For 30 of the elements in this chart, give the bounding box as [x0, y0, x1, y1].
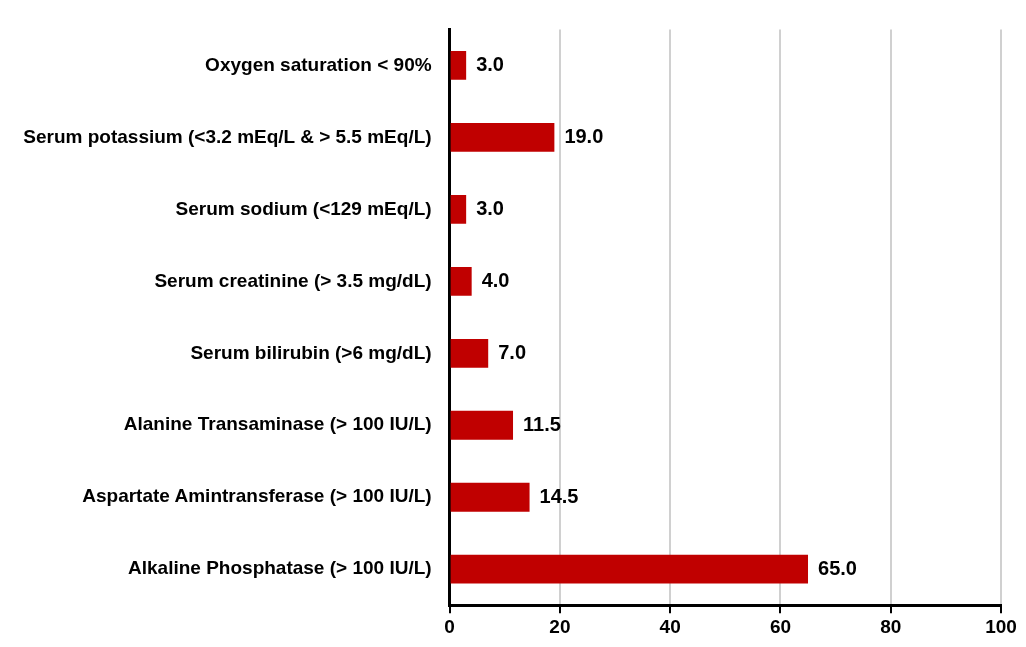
x-tick-label: 40 — [659, 615, 681, 637]
x-tick-label: 0 — [444, 615, 455, 637]
bar — [450, 122, 555, 152]
bar — [450, 554, 809, 584]
x-tick-label: 20 — [549, 615, 571, 637]
bar — [450, 410, 514, 440]
y-tick-label: Serum potassium (<3.2 mEq/L & > 5.5 mEq/L) — [23, 125, 432, 147]
bar — [450, 194, 467, 224]
y-tick-label: Serum sodium (<129 mEq/L) — [175, 197, 432, 219]
data-label: 19.0 — [564, 124, 604, 147]
bar — [450, 266, 472, 296]
y-tick-label: Aspartate Amintransferase (> 100 IU/L) — [82, 485, 432, 507]
data-label: 7.0 — [498, 340, 527, 363]
data-label: 4.0 — [481, 268, 510, 291]
data-label: 11.5 — [523, 412, 561, 435]
x-tick-label: 80 — [880, 615, 902, 637]
bar — [450, 338, 489, 368]
x-tick-label: 60 — [769, 615, 792, 637]
y-tick-label: Oxygen saturation < 90% — [205, 53, 432, 75]
y-tick-label: Alkaline Phosphatase (> 100 IU/L) — [128, 557, 432, 579]
data-label: 14.5 — [539, 484, 579, 507]
data-label: 3.0 — [476, 196, 504, 219]
x-tick-label: 100 — [985, 615, 1017, 637]
y-tick-label: Alanine Transaminase (> 100 IU/L) — [123, 413, 432, 435]
y-tick-label: Serum bilirubin (>6 mg/dL) — [190, 341, 432, 363]
data-label: 65.0 — [818, 556, 857, 579]
bar — [450, 482, 530, 512]
bar — [450, 50, 467, 80]
data-label: 3.0 — [476, 52, 504, 75]
y-tick-label: Serum creatinine (> 3.5 mg/dL) — [154, 269, 432, 291]
